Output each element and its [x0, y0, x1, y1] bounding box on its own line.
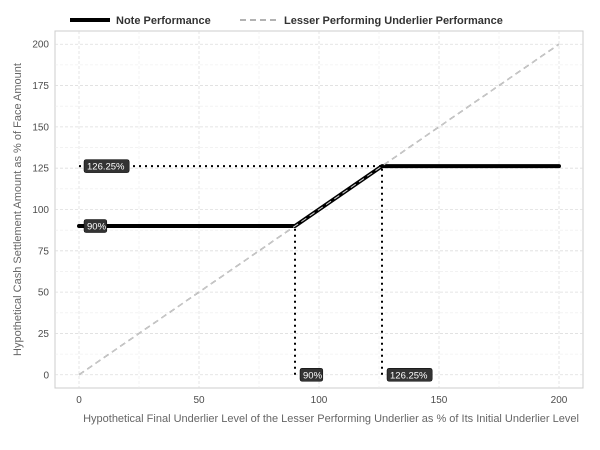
y-tick-label: 150	[32, 122, 49, 133]
annotation-label: 126.25%	[83, 159, 130, 173]
annotation-label: 90%	[299, 368, 324, 382]
y-tick-label: 175	[32, 81, 49, 92]
legend: Note Performance Lesser Performing Underl…	[70, 15, 503, 27]
annotation-label: 126.25%	[386, 368, 433, 382]
x-tick-label: 100	[311, 395, 328, 406]
y-tick-label: 0	[43, 370, 49, 381]
annotation-text: 126.25%	[390, 370, 428, 381]
y-axis-title: Hypothetical Cash Settlement Amount as %…	[12, 63, 24, 356]
x-tick-label: 200	[551, 395, 568, 406]
reference-lines	[79, 165, 383, 375]
y-tick-label: 25	[38, 329, 50, 340]
annotation-text: 126.25%	[87, 162, 125, 173]
x-axis-title: Hypothetical Final Underlier Level of th…	[83, 413, 579, 425]
gridlines	[55, 31, 583, 388]
series-line-underlier-overlay	[78, 43, 560, 376]
annotation-box	[83, 219, 108, 233]
x-tick-label: 0	[76, 395, 82, 406]
y-tick-label: 100	[32, 205, 49, 216]
annotation-box	[83, 159, 130, 173]
y-tick-label: 75	[38, 246, 50, 257]
legend-label-underlier: Lesser Performing Underlier Performance	[284, 15, 503, 27]
legend-label-note: Note Performance	[116, 15, 211, 27]
y-tick-label: 200	[32, 40, 49, 51]
x-tick-label: 50	[193, 395, 205, 406]
annotation-box	[386, 368, 433, 382]
y-tick-label: 125	[32, 164, 49, 175]
annotation-text: 90%	[303, 370, 323, 381]
y-tick-label: 50	[38, 288, 50, 299]
annotation-box	[299, 368, 324, 382]
annotations: 126.25% 90% 90% 126.25%	[83, 159, 433, 382]
annotation-label: 90%	[83, 219, 108, 233]
series-layer	[77, 43, 561, 376]
annotation-text: 90%	[87, 222, 107, 233]
axis-ticks: 0 25 50 75 100 125 150 175 200 0 50 100 150 200	[32, 40, 567, 406]
x-tick-label: 150	[431, 395, 448, 406]
